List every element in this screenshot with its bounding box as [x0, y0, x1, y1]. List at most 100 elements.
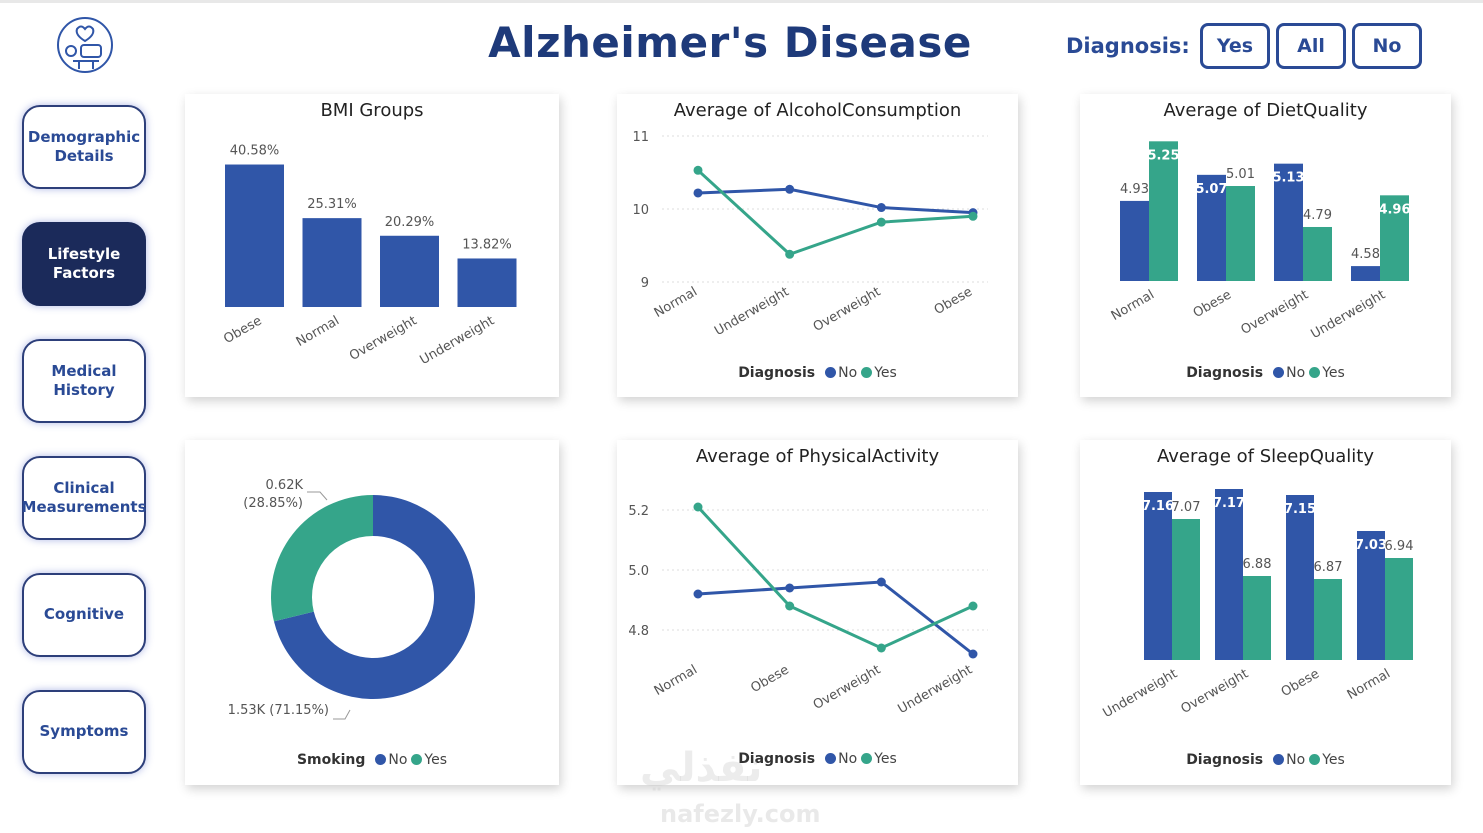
x-tick-label-3: Underweight	[1308, 287, 1388, 342]
legend-no-dot	[1273, 754, 1285, 765]
legend-no-dot	[1273, 367, 1285, 378]
legend-no-dot	[375, 754, 387, 765]
data-label-no-0: 7.16	[1142, 499, 1174, 514]
bar-no-overweight	[1274, 163, 1303, 281]
diet-chart-title: Average of DietQuality	[1163, 100, 1368, 121]
bar-yes-normal	[1385, 558, 1413, 660]
y-tick-label-2: 5.2	[628, 504, 649, 519]
legend-title: Diagnosis	[1186, 365, 1264, 381]
x-tick-label-1: Obese	[1191, 287, 1234, 321]
data-label-no-3: 7.03	[1355, 538, 1387, 553]
bar-yes-underweight	[1380, 195, 1409, 281]
bar-no-overweight	[1215, 489, 1243, 660]
bar-yes-overweight	[1243, 576, 1271, 660]
alcohol-legend: Diagnosis No Yes	[617, 365, 1018, 381]
nav-medical-history-button[interactable]: Medical History	[22, 339, 146, 423]
data-label-no-1: 7.17	[1213, 496, 1245, 511]
legend-yes-dot	[1309, 754, 1321, 765]
data-label-no-1: 5.07	[1195, 182, 1227, 197]
legend-no-label: No	[1286, 752, 1306, 768]
legend-no-dot	[825, 753, 837, 764]
legend-title: Smoking	[296, 752, 366, 768]
watermark-latin: nafezly.com	[660, 800, 821, 828]
bar-yes-overweight	[1303, 226, 1332, 281]
bar-no-obese	[1197, 174, 1226, 281]
point-yes-2	[876, 643, 886, 653]
y-tick-label-0: 9	[641, 276, 649, 291]
x-tick-label-1: Obese	[748, 662, 791, 696]
bar-obese	[225, 164, 284, 307]
x-tick-label-3: Underweight	[417, 313, 497, 368]
bar-no-underweight	[1144, 492, 1172, 660]
x-tick-label-3: Normal	[1345, 666, 1393, 703]
x-tick-label-0: Normal	[652, 662, 700, 699]
alcohol-chart-title: Average of AlcoholConsumption	[673, 100, 962, 121]
series-line-no	[697, 580, 974, 656]
legend-yes-label: Yes	[1322, 365, 1345, 381]
data-label-yes-1: 5.01	[1226, 167, 1255, 182]
x-tick-label-2: Overweight	[811, 284, 884, 335]
bar-yes-normal	[1149, 141, 1178, 281]
series-line-yes	[696, 505, 974, 650]
point-no-2	[876, 203, 886, 213]
nav-cognitive-button[interactable]: Cognitive	[22, 573, 146, 657]
bar-normal	[302, 218, 362, 307]
top-divider	[0, 0, 1483, 3]
leader-line-yes	[307, 491, 328, 501]
bar-no-normal	[1357, 531, 1385, 660]
data-label-yes-0: 7.07	[1172, 500, 1201, 515]
bmi-chart-title: BMI Groups	[320, 100, 424, 121]
legend-yes-dot	[861, 753, 873, 764]
nav-lifestyle-factors-button[interactable]: Lifestyle Factors	[22, 222, 146, 306]
sleep-chart-title: Average of SleepQuality	[1156, 446, 1375, 467]
bar-no-normal	[1120, 200, 1149, 281]
x-tick-label-3: Obese	[932, 284, 975, 318]
legend-yes-label: Yes	[424, 752, 448, 768]
x-tick-label-2: Overweight	[1238, 287, 1311, 338]
bar-yes-obese	[1314, 579, 1342, 660]
diet-bar-chart: 4.93 5.25 Normal 5.075.01 Obese 5.13 4.79 Overw…	[1109, 141, 1411, 342]
leader-line-no	[333, 709, 351, 720]
x-tick-label-2: Overweight	[811, 662, 884, 713]
data-label-yes-2: 6.87	[1314, 560, 1343, 575]
point-no-0	[693, 188, 703, 198]
watermark-arabic: نفذلي	[640, 745, 763, 791]
legend-no-dot	[825, 367, 837, 378]
physical-chart-title: Average of PhysicalActivity	[695, 446, 940, 467]
y-tick-label-0: 4.8	[628, 624, 649, 639]
bar-no-obese	[1286, 495, 1314, 660]
data-label-yes-2: 4.79	[1303, 208, 1332, 223]
point-yes-1	[785, 601, 795, 611]
point-yes-1	[785, 249, 795, 259]
diet-quality-card: Average of DietQuality 4.93 5.25 Normal 5.0…	[1080, 94, 1451, 397]
bmi-bar-chart: 40.58% Obese 25.31% Normal 20.29% Overweight 1…	[221, 144, 517, 368]
legend-title: Diagnosis	[738, 751, 816, 767]
nav-symptoms-button[interactable]: Symptoms	[22, 690, 146, 774]
x-tick-label-1: Normal	[294, 313, 342, 350]
diagnosis-all-button[interactable]: All	[1276, 23, 1346, 69]
nav-clinical-measurements-button[interactable]: Clinical Measurements	[22, 456, 147, 540]
physical-activity-card: Average of PhysicalActivity 4.8 5.0 5.2 Nor…	[617, 440, 1018, 785]
diet-legend: Diagnosis No Yes	[1080, 365, 1451, 381]
legend-yes-dot	[861, 367, 873, 378]
x-tick-label-2: Overweight	[347, 313, 420, 364]
slice-label-no: 1.53K (71.15%)	[228, 703, 329, 718]
legend-yes-dot	[1309, 367, 1321, 378]
diagnosis-yes-button[interactable]: Yes	[1200, 23, 1270, 69]
point-yes-3	[968, 211, 978, 221]
legend-yes-label: Yes	[874, 365, 897, 381]
diagnosis-no-button[interactable]: No	[1352, 23, 1422, 69]
legend-title: Diagnosis	[738, 365, 816, 381]
donut-slice-no	[273, 495, 475, 699]
point-yes-0	[693, 502, 703, 512]
physical-line-chart: 4.8 5.0 5.2 Normal Obese Overweight Underweigh…	[628, 502, 988, 717]
bmi-groups-card: BMI Groups 40.58% Obese 25.31% Normal 20.29%…	[185, 94, 559, 397]
series-line-no	[697, 187, 974, 215]
sleep-bar-chart: 7.167.07 Underweight 7.17 6.88 Overweight 7.1…	[1100, 489, 1413, 721]
bar-yes-underweight	[1172, 519, 1200, 660]
x-tick-label-0: Underweight	[1100, 666, 1180, 721]
legend-title: Diagnosis	[1186, 752, 1264, 768]
brain-heart-logo-icon	[57, 17, 113, 73]
nav-demographic-details-button[interactable]: Demographic Details	[22, 105, 146, 189]
bar-underweight	[457, 258, 517, 307]
